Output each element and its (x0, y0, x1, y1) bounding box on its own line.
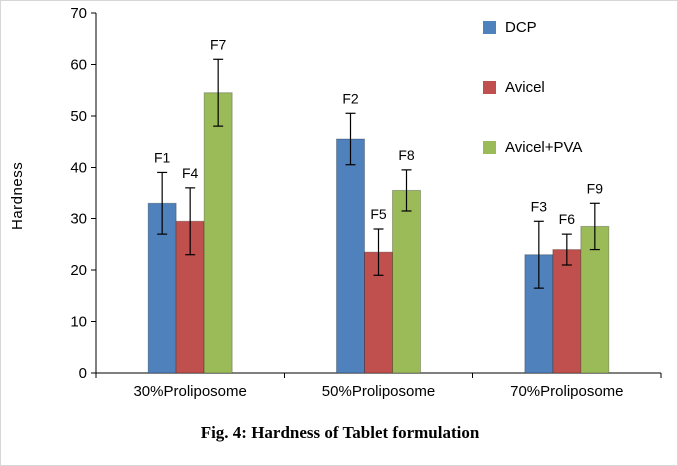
legend-swatch (483, 80, 496, 94)
chart-legend: DCP Avicel Avicel+PVA (483, 17, 582, 197)
bar (203, 92, 233, 374)
y-tick-label: 20 (70, 262, 87, 279)
x-category-label: 70%Proliposome (510, 383, 623, 400)
x-category-label: 50%Proliposome (322, 383, 435, 400)
y-tick-label: 40 (70, 159, 87, 176)
bar-label: F1 (154, 149, 171, 165)
bar (336, 138, 365, 374)
legend-swatch (483, 140, 496, 154)
y-tick-label: 60 (70, 56, 87, 73)
legend-item-avicel-pva: Avicel+PVA (483, 137, 582, 157)
bar-label: F4 (182, 165, 199, 181)
y-tick-label: 70 (70, 5, 87, 22)
plot-area: 0 10 20 30 40 50 60 70 30%Proliposome 50%Prolipos… (70, 5, 662, 400)
bar (552, 249, 582, 374)
y-tick-label: 0 (79, 365, 87, 382)
y-tick-label: 50 (70, 108, 87, 125)
figure-caption: Fig. 4: Hardness of Tablet formulation (200, 423, 480, 442)
x-category-label: 30%Proliposome (133, 383, 246, 400)
legend-swatch (483, 20, 496, 34)
bar-label: F7 (210, 36, 227, 52)
legend-item-avicel: Avicel (483, 77, 582, 97)
bar (524, 254, 554, 374)
bar (392, 189, 421, 374)
bar-label: F8 (398, 147, 415, 163)
bar-label: F5 (370, 206, 387, 222)
legend-label: DCP (505, 18, 537, 36)
bar-label: F2 (342, 90, 359, 106)
bar-label: F6 (559, 211, 576, 227)
bar-label: F9 (587, 180, 604, 196)
bar-label: F3 (531, 198, 548, 214)
bar (580, 225, 610, 374)
legend-item-dcp: DCP (483, 17, 582, 37)
y-tick-label: 10 (70, 314, 87, 331)
legend-label: Avicel+PVA (505, 138, 583, 156)
legend-label: Avicel (505, 78, 545, 96)
y-tick-label: 30 (70, 211, 87, 228)
